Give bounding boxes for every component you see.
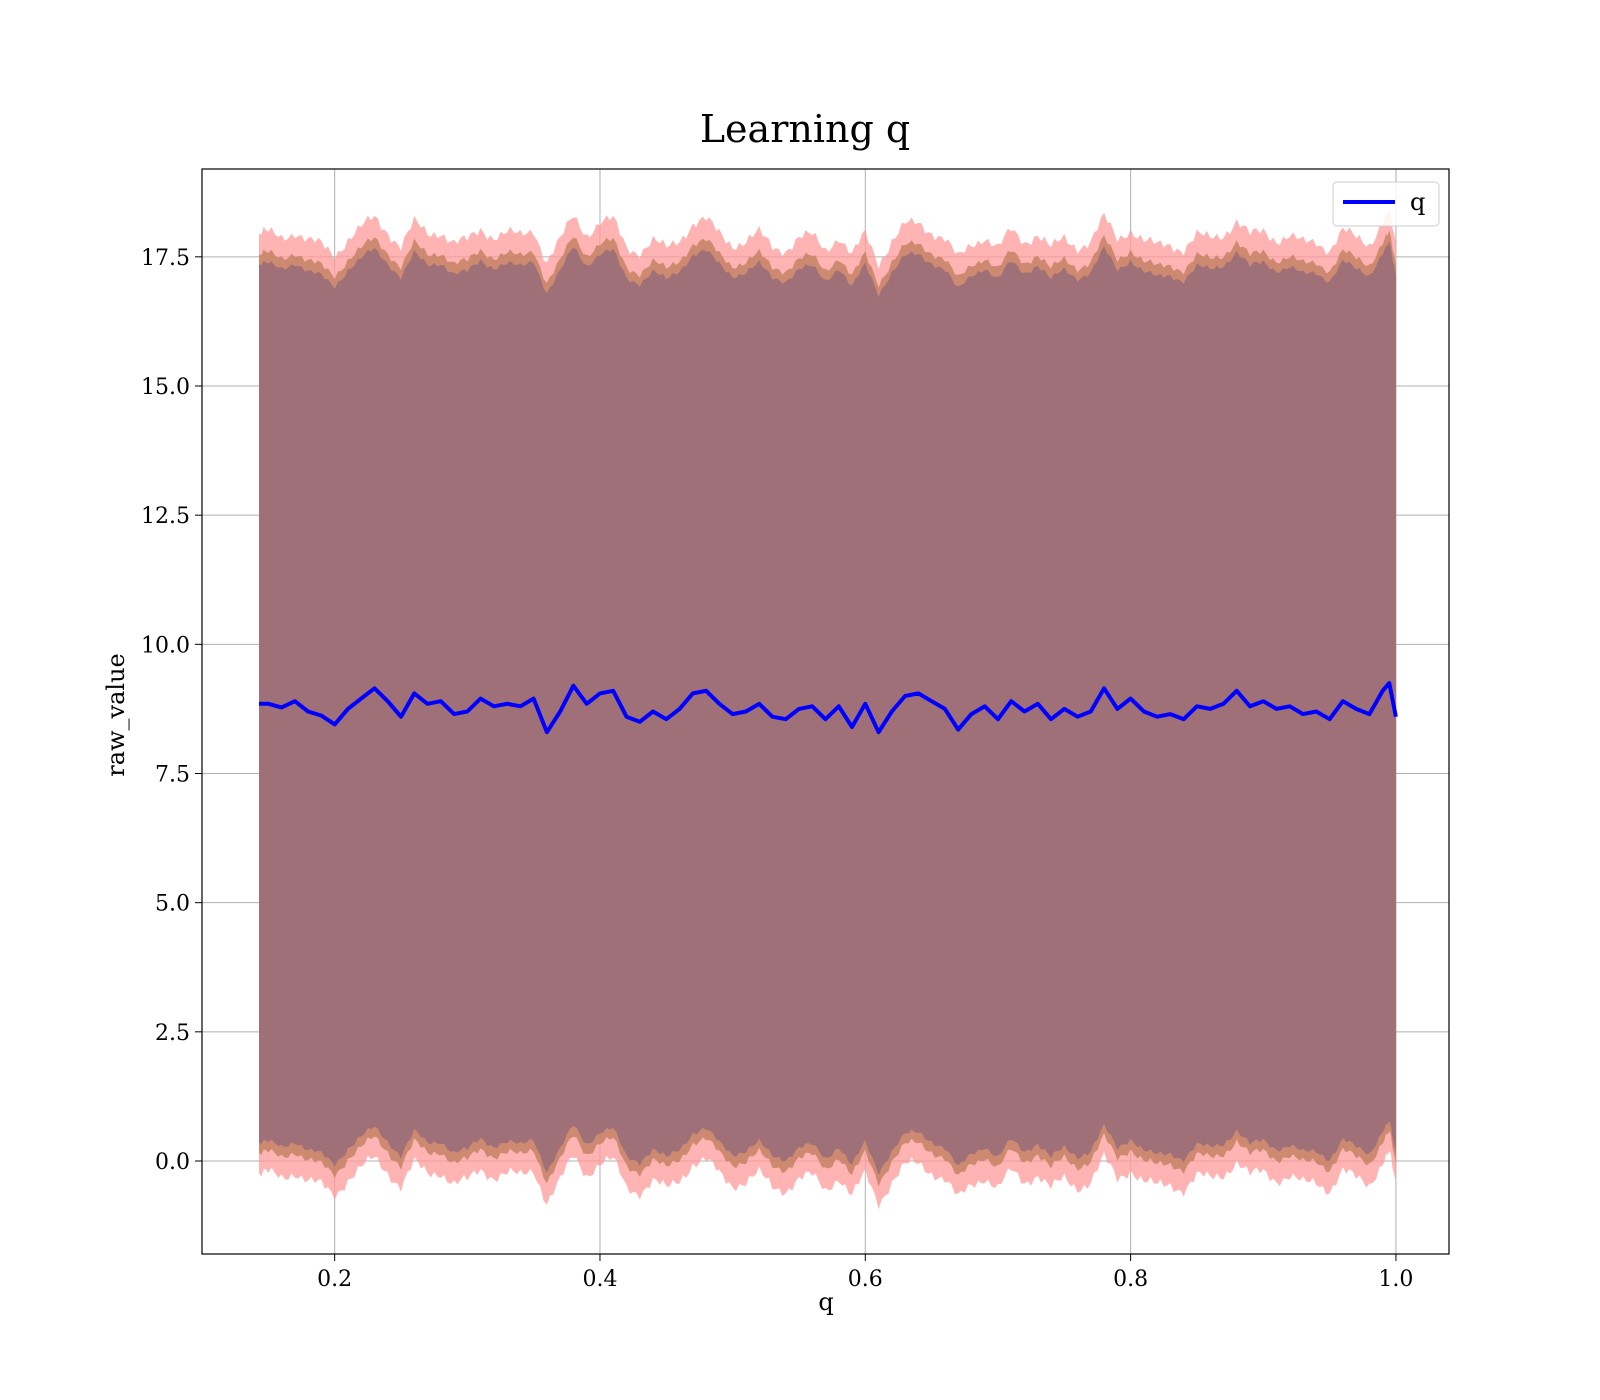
legend-entry-q: q [1410, 188, 1425, 216]
y-tick-label-3: 7.5 [155, 763, 190, 788]
legend: q [1332, 181, 1440, 227]
axes-frame [201, 168, 1450, 1255]
y-tick-label-0: 0.0 [155, 1150, 190, 1175]
y-axis-label: raw_value [102, 653, 130, 777]
x-tick-label-3: 0.8 [1113, 1267, 1148, 1292]
x-tick-label-2: 0.6 [848, 1267, 883, 1292]
y-tick-label-6: 15.0 [141, 375, 190, 400]
x-tick-label-4: 1.0 [1378, 1267, 1413, 1292]
y-tick-label-5: 12.5 [141, 504, 190, 529]
series-line-q [259, 681, 1398, 735]
chart-title: Learning q [700, 107, 910, 151]
y-tick-label-4: 10.0 [141, 633, 190, 658]
x-tick-label-1: 0.4 [582, 1267, 617, 1292]
y-tick-label-7: 17.5 [141, 246, 190, 271]
plot-area [202, 169, 1449, 1254]
band-inner [259, 241, 1396, 1176]
y-tick-label-1: 2.5 [155, 1021, 190, 1046]
x-tick-label-0: 0.2 [317, 1267, 352, 1292]
x-axis-label: q [818, 1288, 833, 1316]
y-tick-label-2: 5.0 [155, 892, 190, 917]
